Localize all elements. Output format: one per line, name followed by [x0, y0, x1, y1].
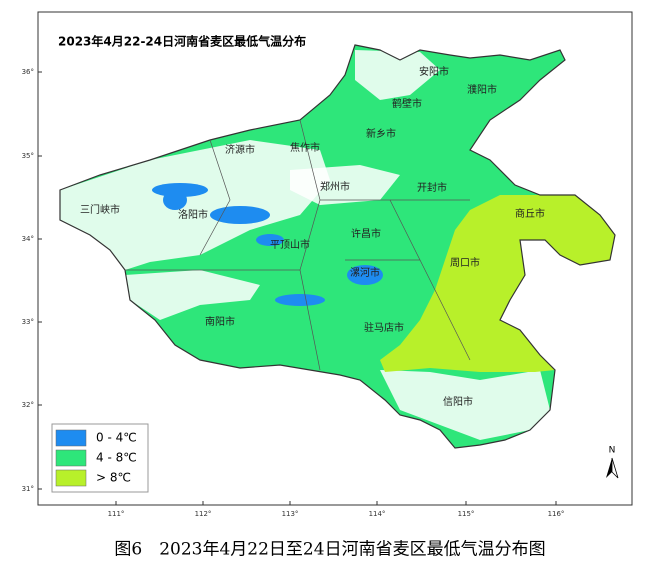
city-label: 漯河市: [350, 266, 380, 279]
non-crop-area: [290, 165, 400, 205]
cold-area: [275, 294, 325, 306]
legend-swatch: [55, 429, 87, 447]
lon-tick-label: 114°: [369, 510, 386, 518]
city-label: 三门峡市: [80, 203, 120, 216]
city-label: 南阳市: [205, 315, 235, 328]
lon-tick-label: 112°: [195, 510, 212, 518]
legend-label: 4 - 8℃: [96, 451, 137, 465]
cold-area: [347, 265, 383, 285]
city-label: 开封市: [417, 181, 447, 194]
city-label: 安阳市: [419, 65, 449, 78]
lat-tick-label: 35°: [22, 152, 34, 160]
lon-tick-label: 115°: [458, 510, 475, 518]
legend-label: 0 - 4℃: [96, 431, 137, 445]
city-label: 鹤壁市: [392, 97, 422, 110]
cold-area: [210, 206, 270, 224]
city-label: 许昌市: [351, 227, 381, 240]
non-crop-area: [60, 140, 330, 270]
lat-tick-label: 36°: [22, 68, 34, 76]
city-label: 驻马店市: [364, 321, 404, 334]
legend-swatch: [55, 449, 87, 467]
caption: 图6 2023年4月22日至24日河南省麦区最低气温分布图: [114, 540, 545, 560]
cold-area: [163, 190, 187, 210]
north-arrow: [611, 457, 619, 479]
map-title: 2023年4月22-24日河南省麦区最低气温分布: [58, 34, 306, 49]
north-label: N: [609, 446, 616, 456]
city-label: 信阳市: [443, 395, 473, 408]
lat-tick-label: 33°: [22, 318, 34, 326]
city-label: 焦作市: [290, 141, 320, 154]
legend-swatch: [55, 469, 87, 487]
city-label: 商丘市: [515, 207, 545, 220]
lon-tick-label: 111°: [108, 510, 125, 518]
non-crop-area: [355, 50, 440, 100]
legend-label: > 8℃: [96, 471, 131, 485]
province-border: [59, 44, 616, 449]
city-label: 濮阳市: [467, 83, 497, 96]
lat-tick-label: 31°: [22, 485, 34, 493]
non-crop-area: [380, 370, 550, 440]
lon-tick-label: 113°: [282, 510, 299, 518]
city-border: [299, 119, 321, 371]
city-border: [389, 199, 471, 361]
city-label: 周口市: [450, 256, 480, 269]
north-arrow: [606, 458, 612, 478]
map-shapes: [59, 44, 616, 449]
city-label: 济源市: [225, 143, 255, 156]
city-label: 平顶山市: [270, 238, 310, 251]
city-label: 郑州市: [320, 180, 350, 193]
lon-tick-label: 116°: [548, 510, 565, 518]
lat-tick-label: 32°: [22, 401, 34, 409]
city-label: 新乡市: [366, 127, 396, 140]
warm-area: [380, 195, 615, 372]
city-label: 洛阳市: [178, 208, 208, 221]
cold-area: [256, 234, 284, 246]
non-crop-area: [125, 270, 260, 320]
lat-tick-label: 34°: [22, 235, 34, 243]
city-border: [199, 139, 231, 256]
